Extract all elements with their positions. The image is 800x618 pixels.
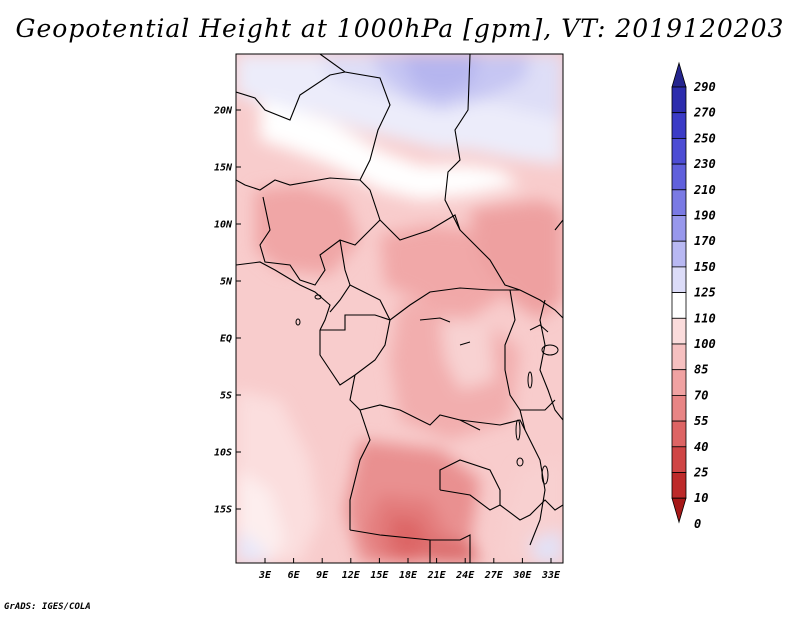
lat-tick-label: 10N bbox=[214, 220, 233, 231]
lakes bbox=[295, 294, 559, 485]
lon-tick-label: 15E bbox=[370, 570, 389, 581]
lon-tick-label: 3E bbox=[258, 570, 272, 581]
colorbar-label: 190 bbox=[694, 209, 716, 223]
colorbar-box bbox=[671, 394, 687, 422]
lon-tick-label: 9E bbox=[316, 570, 329, 581]
lat-tick-label: 15N bbox=[214, 163, 233, 174]
colorbar: 2902702502302101901701501251101008570554… bbox=[671, 61, 716, 531]
colorbar-label: 170 bbox=[694, 234, 716, 248]
geopotential-field bbox=[236, 54, 563, 563]
colorbar-box bbox=[671, 240, 687, 268]
lon-tick-label: 6E bbox=[288, 570, 301, 581]
colorbar-label: 70 bbox=[694, 388, 708, 402]
colorbar-bottom-arrow bbox=[671, 497, 687, 524]
lat-tick-label: 5S bbox=[220, 391, 232, 402]
colorbar-box bbox=[671, 163, 687, 191]
colorbar-label: 10 bbox=[694, 491, 708, 505]
lon-tick-label: 24E bbox=[455, 570, 475, 581]
colorbar-label: 0 bbox=[694, 517, 701, 531]
colorbar-box bbox=[671, 86, 687, 114]
lon-tick-label: 27E bbox=[484, 570, 504, 581]
lon-tick-label: 33E bbox=[541, 570, 561, 581]
colorbar-box bbox=[671, 343, 687, 371]
lat-tick-label: 15S bbox=[214, 505, 232, 516]
lon-tick-label: 18E bbox=[399, 570, 418, 581]
colorbar-box bbox=[671, 292, 687, 319]
map-title: Geopotential Height at 1000hPa [gpm], VT… bbox=[15, 14, 785, 43]
colorbar-label: 150 bbox=[694, 260, 716, 274]
colorbar-label: 55 bbox=[694, 414, 708, 428]
lat-axis: 20N 15N 10N 5N EQ 5S 10S 15S bbox=[213, 106, 241, 516]
colorbar-label: 85 bbox=[694, 363, 708, 377]
lon-tick-label: 12E bbox=[342, 570, 361, 581]
colorbar-box bbox=[671, 137, 687, 165]
lat-tick-label: EQ bbox=[220, 334, 232, 345]
colorbar-top-arrow bbox=[671, 61, 687, 88]
grads-credit: GrADS: IGES/COLA bbox=[4, 602, 91, 612]
colorbar-box bbox=[671, 112, 687, 139]
colorbar-label: 270 bbox=[693, 106, 716, 120]
lon-tick-label: 30E bbox=[512, 570, 532, 581]
colorbar-box bbox=[671, 446, 687, 473]
colorbar-box bbox=[671, 420, 687, 448]
colorbar-label: 110 bbox=[694, 311, 716, 325]
lon-tick-label: 21E bbox=[427, 570, 447, 581]
colorbar-label: 290 bbox=[693, 80, 716, 94]
lon-axis: 3E 6E 9E 12E 15E 18E 21E 24E 27E 30E 33E bbox=[258, 558, 561, 581]
colorbar-box bbox=[671, 472, 687, 499]
map-frame bbox=[235, 53, 564, 564]
colorbar-label: 25 bbox=[693, 466, 708, 480]
colorbar-box bbox=[671, 189, 687, 216]
colorbar-label: 250 bbox=[693, 131, 716, 145]
country-borders bbox=[236, 54, 563, 563]
colorbar-label: 210 bbox=[693, 183, 716, 197]
lat-tick-label: 10S bbox=[214, 448, 232, 459]
colorbar-label: 40 bbox=[694, 440, 708, 454]
colorbar-label: 230 bbox=[693, 157, 716, 171]
colorbar-label: 125 bbox=[694, 286, 716, 300]
colorbar-box bbox=[671, 215, 687, 242]
colorbar-box bbox=[671, 369, 687, 396]
colorbar-label: 100 bbox=[694, 337, 716, 351]
colorbar-box bbox=[671, 317, 687, 345]
lat-tick-label: 5N bbox=[220, 277, 233, 288]
lat-tick-label: 20N bbox=[213, 106, 233, 117]
colorbar-box bbox=[671, 266, 687, 293]
